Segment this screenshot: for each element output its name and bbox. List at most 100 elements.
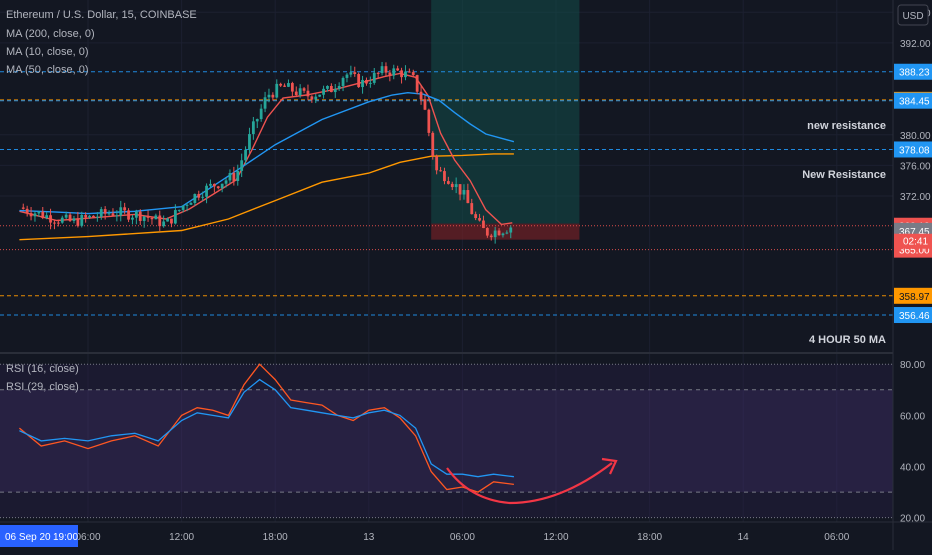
candle [21, 203, 25, 210]
candle-body [131, 217, 134, 220]
candle [41, 206, 45, 220]
position-box[interactable] [431, 0, 580, 240]
candle-body [279, 83, 283, 86]
candle [240, 153, 244, 178]
price-tag-label: 384.45 [899, 97, 930, 108]
candle [283, 83, 286, 87]
candle [123, 202, 127, 215]
candle [205, 183, 208, 204]
position-stop-zone[interactable] [431, 223, 580, 240]
indicator-rsi16[interactable]: RSI (16, close) [6, 363, 79, 375]
price-tag-358-97[interactable] [894, 287, 932, 304]
candle [119, 200, 123, 222]
annotation-new-resistance-lower[interactable]: new resistance [807, 120, 886, 132]
candle [306, 84, 310, 101]
candle [220, 183, 224, 193]
candle [318, 94, 322, 98]
countdown-tag [894, 233, 932, 249]
candle [275, 79, 279, 99]
candle [310, 95, 314, 103]
candle-body [41, 211, 45, 219]
candle [111, 208, 115, 217]
candle-body [415, 75, 419, 92]
text-annotations[interactable]: new resistance New Resistance 4 HOUR 50 … [802, 120, 886, 346]
candle-body [212, 183, 216, 187]
series-rsi-29-close [19, 378, 514, 478]
candle-body [509, 227, 513, 233]
time-tick-label: 13 [363, 532, 375, 543]
indicator-ma50[interactable]: MA (50, close, 0) [6, 64, 89, 76]
annotation-new-resistance-upper[interactable]: New Resistance [802, 169, 886, 181]
candle [509, 225, 513, 239]
currency-label[interactable]: USD [902, 11, 923, 22]
price-axis[interactable]: 396.00392.00380.00376.00372.00388.23384.… [894, 8, 932, 525]
candle-body [462, 190, 466, 195]
candle-body [482, 220, 485, 229]
candle [201, 191, 205, 201]
currency-button[interactable]: USD [897, 4, 929, 26]
candle [357, 72, 361, 88]
candle-body [341, 77, 345, 87]
price-tag-388-23[interactable] [894, 63, 932, 80]
candle-body [53, 222, 56, 224]
candle [107, 210, 111, 216]
candle [446, 176, 450, 185]
candle [84, 212, 88, 223]
candle-body [177, 209, 181, 211]
indicator-ma200[interactable]: MA (200, close, 0) [6, 28, 95, 40]
candle-body [388, 72, 392, 76]
candle-body [404, 71, 407, 78]
candle-body [220, 183, 224, 189]
time-axis[interactable]: 06:00 12:00 18:00 13 06:00 12:00 18:00 14 06:00 [75, 532, 849, 543]
candle-body [497, 230, 501, 236]
indicator-rsi29[interactable]: RSI (29, close) [6, 381, 79, 393]
candle [482, 215, 485, 229]
price-tag-378-08[interactable] [894, 141, 932, 158]
candle-body [310, 96, 314, 100]
candle [185, 202, 189, 212]
candle-body [384, 66, 388, 73]
candle-body [134, 211, 138, 218]
candle-body [454, 184, 458, 188]
candle [177, 209, 181, 212]
candle [271, 92, 275, 101]
candle-body [439, 170, 442, 172]
candlesticks [21, 61, 513, 244]
candle-body [505, 232, 509, 234]
candle [326, 85, 329, 92]
rsi-zone [0, 364, 893, 518]
candle [435, 154, 439, 175]
annotation-4hour-ma[interactable]: 4 HOUR 50 MA [809, 334, 886, 346]
indicator-ma10[interactable]: MA (10, close, 0) [6, 46, 89, 58]
candle-body [84, 214, 88, 218]
candle [314, 93, 318, 104]
candle-body [435, 156, 439, 171]
candle [80, 211, 84, 228]
price-tag-label: 378.08 [899, 145, 930, 156]
candle-body [267, 94, 271, 98]
price-tag-384-45[interactable] [894, 92, 932, 109]
candle [138, 209, 142, 226]
annotation-arrow[interactable] [446, 462, 613, 505]
symbol-title[interactable]: Ethereum / U.S. Dollar, 15, COINBASE [6, 9, 197, 21]
candle-body [146, 216, 150, 218]
candle [216, 185, 220, 190]
candle [404, 65, 407, 81]
candle-body [290, 83, 294, 92]
price-tag-356-46[interactable] [894, 307, 932, 324]
candle [189, 201, 193, 205]
candle [407, 68, 411, 73]
candle-body [25, 208, 29, 214]
candle-body [357, 74, 361, 88]
candle-body [64, 214, 68, 218]
cursor-time: 19:00 [53, 532, 78, 543]
candle-body [209, 183, 212, 186]
candle [322, 85, 325, 99]
candle-body [485, 228, 489, 236]
candle [56, 219, 60, 227]
candle [33, 211, 37, 222]
currency-button-box[interactable] [897, 4, 929, 26]
candle [302, 87, 306, 94]
candle-body [189, 202, 193, 205]
